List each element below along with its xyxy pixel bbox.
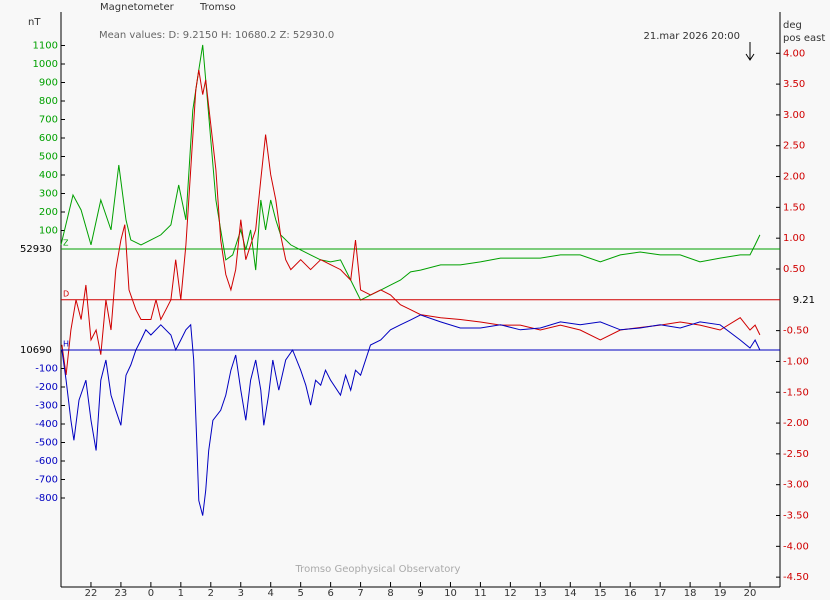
y-tick-label: -4.00 — [783, 541, 809, 552]
x-tick-label: 7 — [357, 588, 363, 599]
y-tick-label: 9.21 — [793, 295, 815, 306]
x-tick-label: 2 — [208, 588, 214, 599]
x-tick-label: 22 — [85, 588, 98, 599]
x-tick-label: 15 — [594, 588, 607, 599]
y-tick-label: -3.50 — [783, 511, 809, 522]
chart-title: Magnetometer — [100, 2, 175, 13]
y-tick-label: -800 — [35, 493, 58, 504]
y-tick-label: 900 — [39, 77, 58, 88]
subtitle: Mean values: D: 9.2150 H: 10680.2 Z: 529… — [99, 30, 334, 41]
y-tick-label: 3.50 — [783, 79, 805, 90]
series-line — [61, 69, 761, 376]
y-tick-label: 800 — [39, 96, 58, 107]
station-name: Tromso — [199, 2, 236, 13]
y-tick-label: 2.00 — [783, 172, 805, 183]
series-line — [60, 44, 761, 301]
x-tick-label: 17 — [654, 588, 667, 599]
y-tick-label: 0.50 — [783, 264, 805, 275]
x-tick-label: 11 — [474, 588, 487, 599]
x-tick-label: 3 — [238, 588, 244, 599]
y-tick-label: -200 — [35, 382, 58, 393]
y-tick-label: -3.00 — [783, 480, 809, 491]
y-tick-label: -500 — [35, 438, 58, 449]
y-tick-label: -0.50 — [783, 326, 809, 337]
x-tick-label: 9 — [417, 588, 423, 599]
arrow — [745, 42, 755, 61]
y-tick-label: -1.00 — [783, 356, 809, 367]
y-tick-label: -100 — [35, 364, 58, 375]
x-tick-label: 5 — [297, 588, 303, 599]
series-label: D — [63, 289, 69, 298]
x-tick-label: 23 — [115, 588, 128, 599]
series-label: H — [63, 340, 69, 349]
y-tick-label: 300 — [39, 188, 58, 199]
x-tick-label: 16 — [624, 588, 637, 599]
y-tick-label: 100 — [39, 225, 58, 236]
x-tick-label: 8 — [387, 588, 393, 599]
y-tick-label: 1.00 — [783, 233, 805, 244]
y-tick-label: 1100 — [33, 40, 58, 51]
y-tick-label: 10690 — [20, 345, 52, 356]
x-tick-label: 14 — [564, 588, 577, 599]
y-tick-label: 52930 — [20, 244, 52, 255]
x-tick-label: 19 — [714, 588, 727, 599]
right-unit: deg — [783, 20, 802, 31]
y-tick-label: 500 — [39, 151, 58, 162]
y-tick-label: -600 — [35, 456, 58, 467]
x-tick-label: 20 — [744, 588, 757, 599]
right-unit-note: pos east — [783, 33, 825, 44]
y-tick-label: 3.00 — [783, 110, 805, 121]
x-tick-label: 12 — [504, 588, 517, 599]
y-tick-label: 1.50 — [783, 202, 805, 213]
y-tick-label: -300 — [35, 401, 58, 412]
y-tick-label: 200 — [39, 207, 58, 218]
x-tick-label: 0 — [148, 588, 154, 599]
y-tick-label: -4.50 — [783, 572, 809, 583]
y-tick-label: -1.50 — [783, 387, 809, 398]
y-tick-label: 700 — [39, 114, 58, 125]
x-tick-label: 1 — [178, 588, 184, 599]
y-tick-label: 4.00 — [783, 48, 805, 59]
x-tick-label: 18 — [684, 588, 697, 599]
footer: Tromso Geophysical Observatory — [295, 564, 461, 575]
y-tick-label: -2.00 — [783, 418, 809, 429]
y-tick-label: 2.50 — [783, 141, 805, 152]
x-tick-label: 13 — [534, 588, 547, 599]
x-tick-label: 4 — [268, 588, 274, 599]
y-tick-label: -700 — [35, 475, 58, 486]
y-tick-label: 600 — [39, 133, 58, 144]
left-unit: nT — [28, 17, 41, 28]
series-line — [61, 314, 761, 516]
y-tick-label: 400 — [39, 170, 58, 181]
series-label: Z — [63, 238, 69, 247]
x-tick-label: 10 — [444, 588, 457, 599]
y-tick-label: -400 — [35, 419, 58, 430]
annotation: 21.mar 2026 20:00 — [643, 31, 740, 42]
x-tick-label: 6 — [327, 588, 333, 599]
y-tick-label: -2.50 — [783, 449, 809, 460]
y-tick-label: 1000 — [33, 59, 58, 70]
